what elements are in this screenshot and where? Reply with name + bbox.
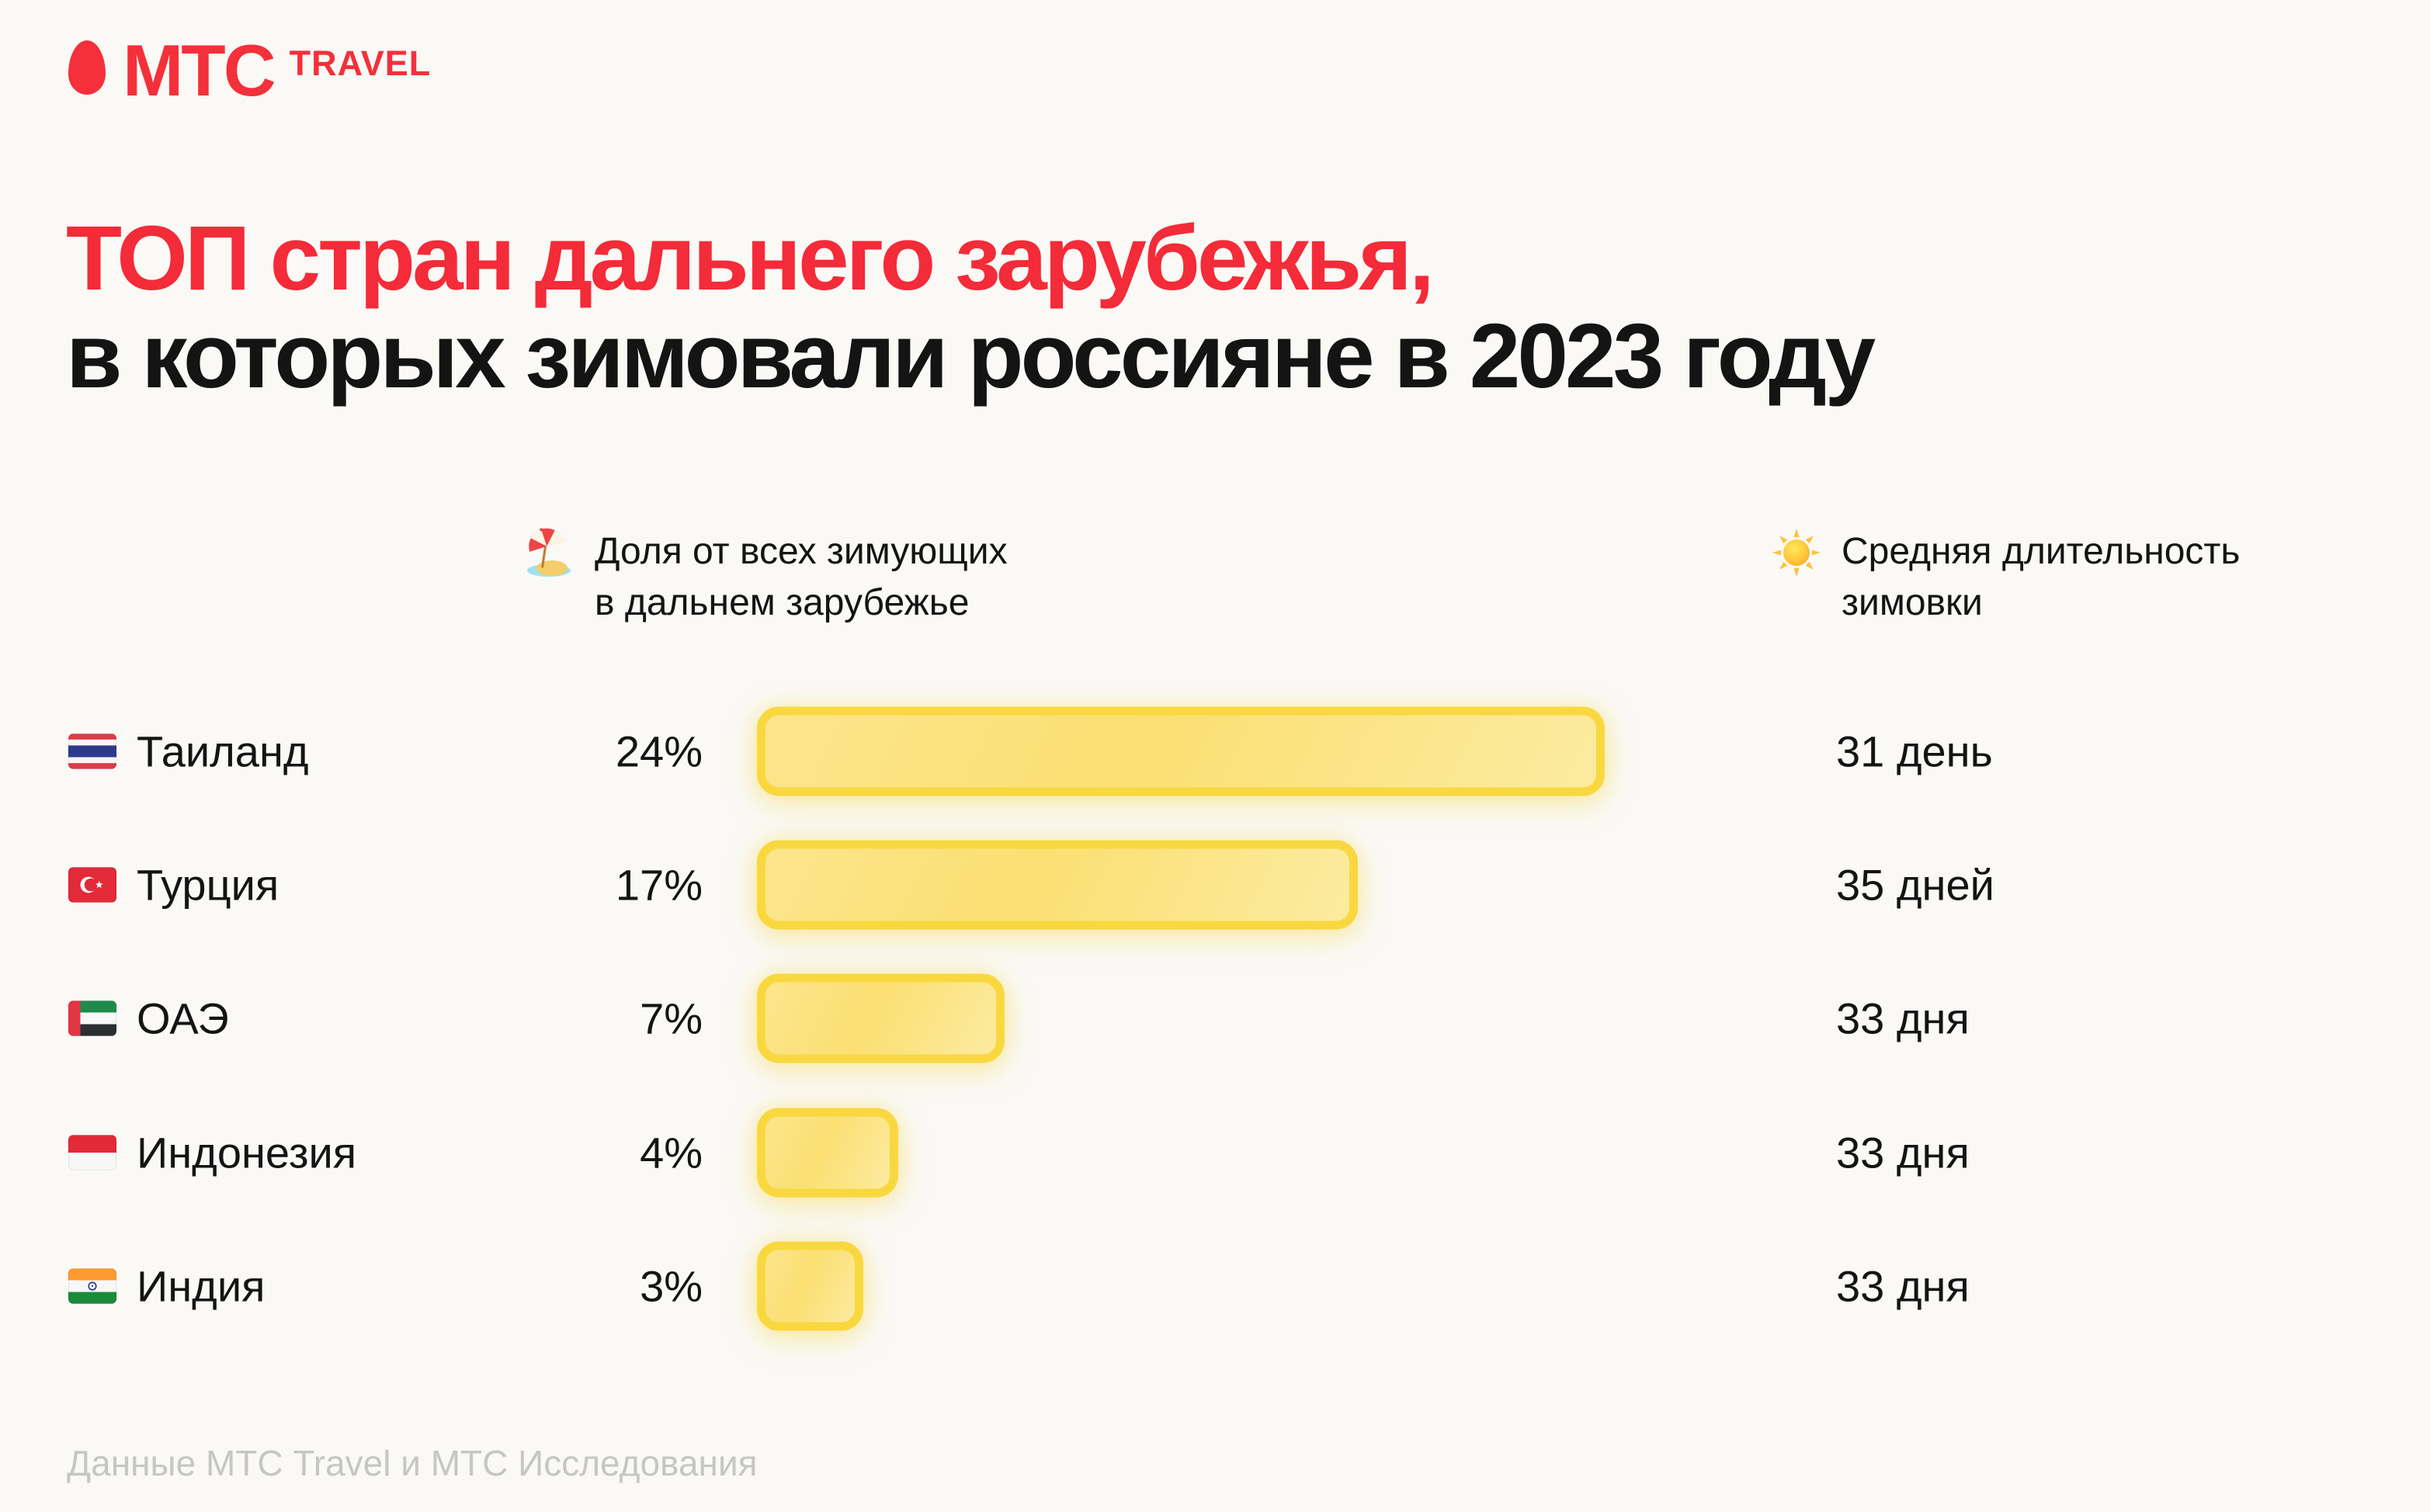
duration-value: 35 дней: [1836, 860, 1994, 909]
share-value: 7%: [640, 994, 703, 1042]
mts-egg-icon: [68, 40, 106, 95]
title-line-1: ТОП стран дальнего зарубежья,: [66, 207, 1435, 310]
share-bar: [757, 706, 1605, 796]
share-value: 17%: [615, 860, 703, 909]
page-title: ТОП стран дальнего зарубежья, в которых …: [66, 207, 1876, 407]
data-source-note: Данные МТС Travel и МТС Исследования: [67, 1443, 758, 1483]
share-bar: [757, 840, 1358, 929]
sun-icon: [1772, 528, 1821, 577]
thailand-flag-icon: [68, 733, 116, 769]
india-flag-icon: [68, 1268, 116, 1304]
share-bar: [757, 1108, 898, 1197]
country-label: Индия: [137, 1261, 266, 1310]
duration-value: 33 дня: [1836, 994, 1970, 1042]
table-row-indonesia: Индонезия 4% 33 дня: [0, 1108, 2430, 1197]
duration-value: 33 дня: [1836, 1128, 1970, 1177]
country-label: Таиланд: [137, 727, 309, 775]
country-label: ОАЭ: [137, 994, 229, 1042]
country-label: Индонезия: [137, 1128, 357, 1177]
legend-share-label: Доля от всех зимующих в дальнем зарубежь…: [595, 526, 1008, 629]
duration-value: 31 день: [1836, 727, 1993, 775]
duration-value: 33 дня: [1836, 1261, 1970, 1310]
table-row-turkey: Турция 17% 35 дней: [0, 840, 2430, 929]
uae-flag-icon: [68, 1000, 116, 1036]
turkey-flag-icon: [68, 866, 116, 903]
table-row-india: Индия 3% 33 дня: [0, 1241, 2430, 1330]
legend-share-line-1: Доля от всех зимующих: [595, 531, 1008, 572]
legend-duration-label: Средняя длительность зимовки: [1842, 526, 2240, 629]
table-row-thailand: Таиланд 24% 31 день: [0, 706, 2430, 796]
product-name: TRAVEL: [289, 43, 432, 83]
country-label: Турция: [137, 860, 279, 909]
mts-travel-logo: МТС TRAVEL: [68, 29, 432, 111]
share-bar: [757, 973, 1005, 1063]
share-bar: [757, 1241, 863, 1330]
legend-share-line-2: в дальнем зарубежье: [595, 582, 970, 623]
legend-duration: Средняя длительность зимовки: [1772, 526, 2240, 629]
share-value: 24%: [615, 727, 703, 775]
share-value: 3%: [640, 1261, 703, 1310]
table-row-uae: ОАЭ 7% 33 дня: [0, 973, 2430, 1063]
legend-duration-line-2: зимовки: [1842, 582, 1983, 623]
beach-umbrella-icon: [525, 528, 575, 577]
title-line-2: в которых зимовали россияне в 2023 году: [66, 305, 1876, 407]
legend-share: Доля от всех зимующих в дальнем зарубежь…: [525, 526, 1008, 629]
indonesia-flag-icon: [68, 1134, 116, 1170]
legend-duration-line-1: Средняя длительность: [1842, 531, 2241, 572]
share-value: 4%: [640, 1128, 703, 1177]
brand-name: МТС: [123, 29, 276, 111]
